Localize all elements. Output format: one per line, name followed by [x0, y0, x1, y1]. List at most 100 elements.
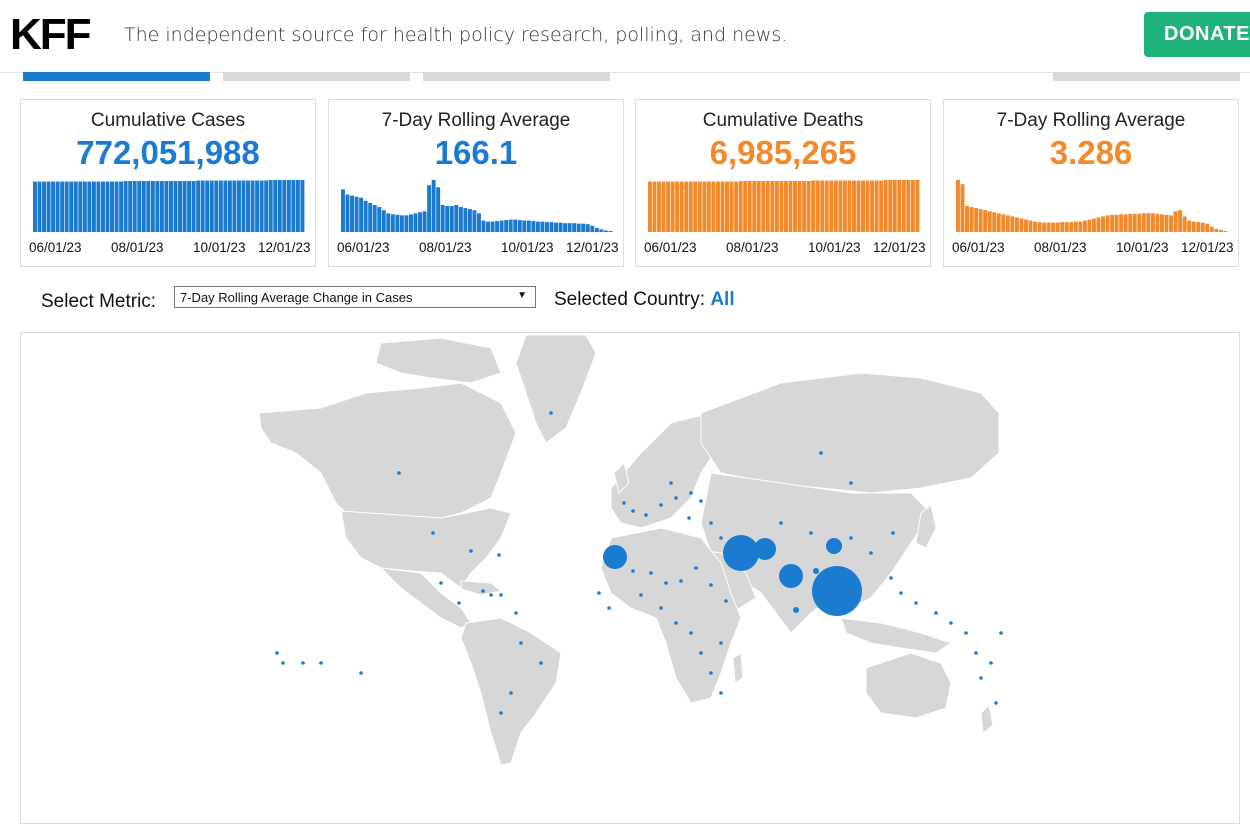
- sparkline-bar[interactable]: [91, 181, 96, 232]
- sparkline-bar[interactable]: [214, 180, 219, 232]
- country-marker[interactable]: [899, 591, 903, 595]
- country-marker[interactable]: [497, 553, 501, 557]
- sparkline-bar[interactable]: [232, 180, 237, 232]
- sparkline-bar[interactable]: [1024, 219, 1028, 232]
- sparkline-bar[interactable]: [874, 180, 879, 232]
- sparkline-bar[interactable]: [897, 180, 902, 232]
- sparkline-bar[interactable]: [372, 204, 377, 232]
- sparkline-bar[interactable]: [1218, 229, 1223, 232]
- sparkline-bar[interactable]: [141, 181, 146, 232]
- sparkline-bar[interactable]: [237, 180, 241, 232]
- sparkline-bar[interactable]: [706, 181, 711, 232]
- country-marker[interactable]: [469, 549, 473, 553]
- sparkline-bar[interactable]: [648, 181, 652, 232]
- sparkline-bar[interactable]: [1146, 213, 1151, 232]
- country-marker[interactable]: [649, 571, 653, 575]
- sparkline-bar[interactable]: [603, 230, 608, 232]
- sparkline-bar[interactable]: [300, 180, 305, 232]
- land-caribbean[interactable]: [460, 580, 503, 596]
- sparkline-bar[interactable]: [1141, 213, 1146, 232]
- country-marker[interactable]: [849, 481, 853, 485]
- sparkline-bar[interactable]: [377, 207, 382, 232]
- sparkline-bar[interactable]: [1137, 213, 1142, 232]
- sparkline-bar[interactable]: [246, 180, 250, 232]
- sparkline-bar[interactable]: [883, 180, 888, 232]
- country-marker[interactable]: [359, 671, 363, 675]
- sparkline-bar[interactable]: [1169, 215, 1173, 232]
- sparkline-bar[interactable]: [535, 221, 540, 232]
- sparkline-bar[interactable]: [182, 181, 187, 232]
- sparkline-bar[interactable]: [725, 181, 729, 232]
- sparkline-bar[interactable]: [273, 180, 278, 232]
- sparkline-bar[interactable]: [585, 224, 590, 232]
- country-marker[interactable]: [719, 691, 723, 695]
- country-marker[interactable]: [689, 631, 693, 635]
- sparkline-bar[interactable]: [1096, 217, 1101, 232]
- sparkline-bar[interactable]: [522, 220, 527, 232]
- sparkline-bar[interactable]: [69, 181, 74, 232]
- sparkline-bar[interactable]: [110, 181, 114, 232]
- sparkline-bar[interactable]: [413, 213, 418, 232]
- sparkline-bar[interactable]: [295, 180, 300, 232]
- sparkline-bar[interactable]: [657, 181, 661, 232]
- sparkline-bar[interactable]: [101, 181, 105, 232]
- land-greenland[interactable]: [515, 334, 597, 444]
- sparkline-bar[interactable]: [747, 181, 752, 232]
- sparkline-bar[interactable]: [1033, 221, 1037, 232]
- sparkline-bar[interactable]: [187, 181, 192, 232]
- sparkline-bar[interactable]: [64, 181, 69, 232]
- sparkline-bar[interactable]: [581, 223, 586, 232]
- sparkline-bar[interactable]: [915, 180, 920, 232]
- sparkline-bar[interactable]: [852, 180, 856, 232]
- sparkline-bar[interactable]: [738, 181, 743, 232]
- sparkline-bar[interactable]: [368, 202, 373, 232]
- sparkline-bar[interactable]: [684, 181, 689, 232]
- sparkline-bar[interactable]: [1209, 226, 1214, 232]
- country-marker[interactable]: [679, 579, 683, 583]
- sparkline-bar[interactable]: [888, 180, 893, 232]
- sparkline-bar[interactable]: [227, 180, 232, 232]
- country-marker[interactable]: [709, 583, 713, 587]
- sparkline-bar[interactable]: [37, 181, 42, 232]
- sparkline-bar[interactable]: [540, 221, 545, 232]
- sparkline-bar[interactable]: [829, 180, 834, 232]
- sparkline-bar[interactable]: [463, 208, 468, 232]
- sparkline-bar[interactable]: [1064, 222, 1069, 232]
- sparkline-bar[interactable]: [123, 181, 128, 232]
- sparkline-bar[interactable]: [545, 222, 549, 232]
- bubble-morocco[interactable]: [603, 545, 627, 569]
- sparkline-bar[interactable]: [1173, 211, 1178, 232]
- sparkline-bar[interactable]: [291, 180, 296, 232]
- tab-3[interactable]: [423, 72, 610, 81]
- land-usa[interactable]: [340, 507, 512, 589]
- country-marker[interactable]: [999, 631, 1003, 635]
- country-marker[interactable]: [934, 611, 938, 615]
- sparkline-bar[interactable]: [504, 220, 509, 232]
- sparkline-bar[interactable]: [490, 221, 495, 232]
- sparkline-bar[interactable]: [286, 180, 291, 232]
- sparkline-bar[interactable]: [42, 181, 46, 232]
- sparkline-bar[interactable]: [200, 180, 205, 232]
- sparkline-bar[interactable]: [693, 181, 698, 232]
- country-marker[interactable]: [659, 606, 663, 610]
- sparkline-bar[interactable]: [96, 181, 101, 232]
- land-africa[interactable]: [600, 527, 742, 704]
- sparkline-bar[interactable]: [716, 181, 720, 232]
- sparkline-bar[interactable]: [1042, 222, 1047, 232]
- sparkline-bar[interactable]: [1101, 216, 1105, 232]
- sparkline-bar[interactable]: [60, 181, 65, 232]
- sparkline-bar[interactable]: [259, 180, 264, 232]
- sparkline-bar[interactable]: [906, 180, 911, 232]
- sparkline-bar[interactable]: [82, 181, 87, 232]
- sparkline-bar[interactable]: [513, 219, 518, 232]
- land-uk[interactable]: [613, 462, 630, 494]
- sparkline-bar[interactable]: [486, 221, 490, 232]
- sparkline-bar[interactable]: [1114, 214, 1119, 232]
- sparkline-bar[interactable]: [833, 180, 838, 232]
- sparkline-bar[interactable]: [1051, 222, 1056, 232]
- sparkline-bar[interactable]: [761, 181, 766, 232]
- sparkline-bar[interactable]: [806, 181, 811, 232]
- sparkline-bar[interactable]: [599, 229, 604, 232]
- country-marker[interactable]: [481, 589, 485, 593]
- country-marker[interactable]: [509, 691, 513, 695]
